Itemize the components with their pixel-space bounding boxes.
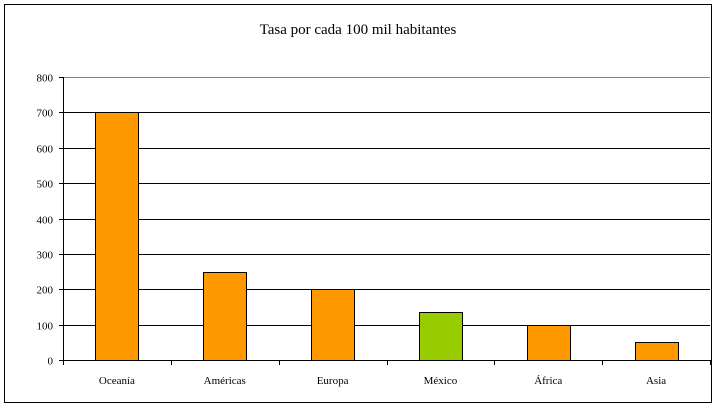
bar-oceanía [95, 112, 139, 361]
x-tick-label-asia: Asia [646, 375, 666, 387]
x-tick-label-méxico: México [424, 375, 458, 387]
y-tick-label-400: 400 [37, 215, 54, 227]
x-tick-label-oceanía: Oceanía [99, 375, 135, 387]
y-tick-label-100: 100 [37, 321, 54, 333]
axes [59, 77, 711, 365]
y-axis-tick-labels: 0 100 200 300 400 500 600 700 800 [37, 73, 54, 368]
bar-áfrica [527, 325, 571, 361]
y-tick-label-500: 500 [37, 179, 54, 191]
y-tick-label-200: 200 [37, 285, 54, 297]
bar-américas [203, 272, 247, 361]
x-tick-label-américas: Américas [204, 375, 246, 387]
grid-lines [63, 77, 710, 326]
bar-méxico [419, 312, 463, 361]
bars [95, 112, 679, 361]
chart-title: Tasa por cada 100 mil habitantes [260, 22, 457, 38]
y-tick-label-800: 800 [37, 73, 54, 85]
y-tick-label-300: 300 [37, 250, 54, 262]
y-tick-label-0: 0 [48, 356, 54, 368]
bar-europa [311, 289, 355, 361]
x-tick-label-áfrica: África [534, 375, 562, 387]
y-tick-label-700: 700 [37, 108, 54, 120]
x-tick-label-europa: Europa [317, 375, 349, 387]
y-tick-label-600: 600 [37, 144, 54, 156]
bar-asia [635, 342, 679, 361]
x-axis-tick-labels: Oceanía Américas Europa México África Asia [99, 375, 666, 387]
